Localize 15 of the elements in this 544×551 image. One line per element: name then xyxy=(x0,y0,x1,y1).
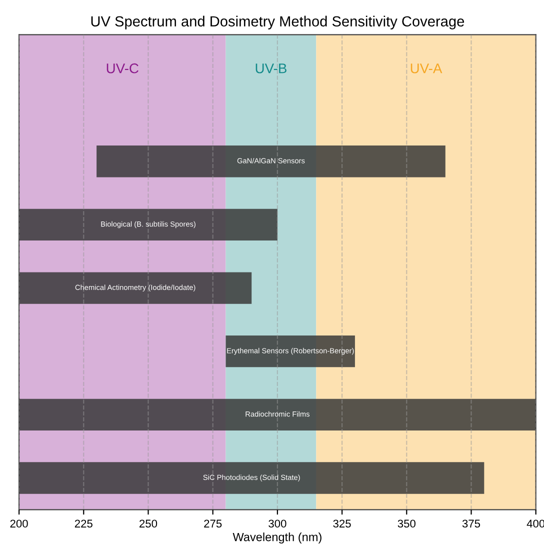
x-tick-label: 325 xyxy=(333,520,351,528)
x-axis-title: Wavelength (nm) xyxy=(232,532,322,544)
x-tick-label: 200 xyxy=(10,520,28,528)
band-label: UV-A xyxy=(410,64,442,74)
x-tick-label: 375 xyxy=(462,520,480,528)
band-label: UV-B xyxy=(256,64,286,74)
chart-title: UV Spectrum and Dosimetry Method Sensitivity Coverage xyxy=(91,16,464,30)
x-tick-label: 300 xyxy=(268,520,286,528)
bar xyxy=(96,146,446,178)
bar xyxy=(226,336,355,368)
x-tick-label: 275 xyxy=(204,520,222,528)
x-tick-label: 250 xyxy=(140,520,158,528)
band-label: UV-C xyxy=(106,63,138,74)
x-tick-label: 350 xyxy=(398,520,416,528)
x-tick-label: 225 xyxy=(74,520,92,528)
